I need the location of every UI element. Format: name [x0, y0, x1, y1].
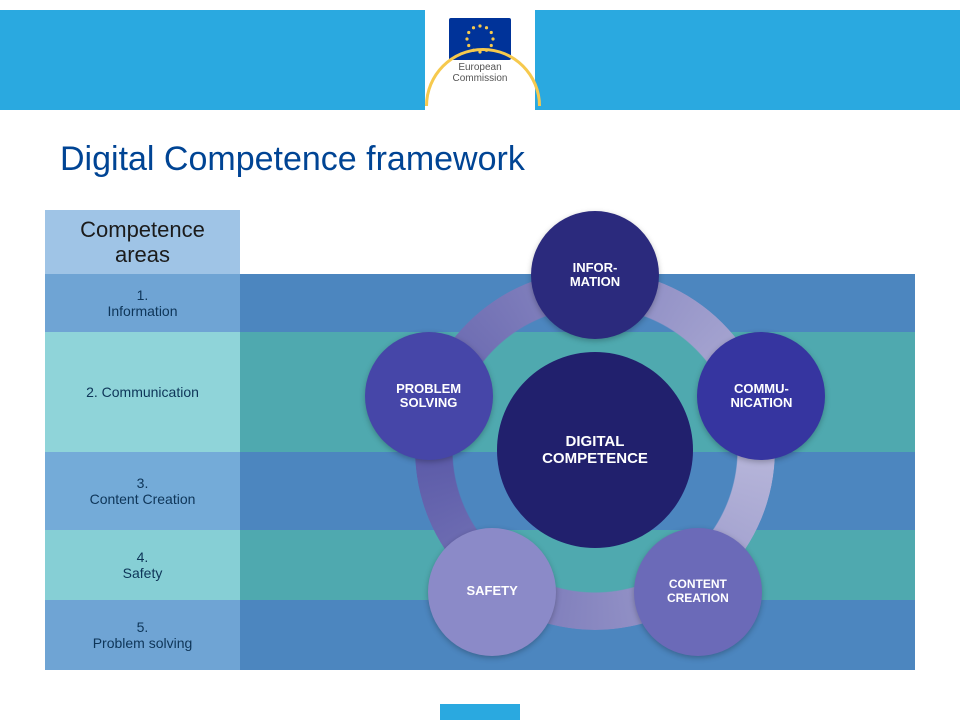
diagram-node: COMMU-NICATION	[697, 332, 825, 460]
center-node: DIGITALCOMPETENCE	[497, 352, 693, 548]
center-label: DIGITALCOMPETENCE	[542, 433, 648, 467]
footer-accent	[440, 704, 520, 720]
node-label: CONTENTCREATION	[661, 578, 735, 604]
diagram-node: INFOR-MATION	[531, 211, 659, 339]
slide: European Commission Digital Competence f…	[0, 0, 960, 720]
competence-diagram: DIGITALCOMPETENCE INFOR-MATION COMMU-NICA…	[0, 0, 960, 720]
node-label: PROBLEMSOLVING	[390, 382, 467, 411]
node-label: INFOR-MATION	[564, 261, 626, 290]
diagram-node: PROBLEMSOLVING	[365, 332, 493, 460]
diagram-node: SAFETY	[428, 528, 556, 656]
node-label: COMMU-NICATION	[724, 382, 798, 411]
node-label: SAFETY	[460, 584, 523, 598]
diagram-node: CONTENTCREATION	[634, 528, 762, 656]
